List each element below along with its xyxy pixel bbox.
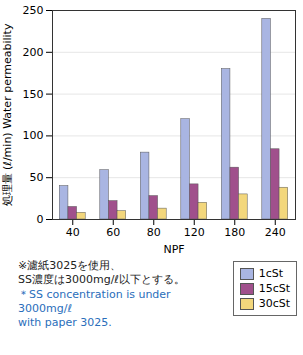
svg-text:150: 150: [23, 88, 44, 101]
html-text:1cSt: 1cSt: [258, 267, 283, 280]
svg-text:200: 200: [23, 46, 44, 59]
svg-text:NPF: NPF: [163, 243, 184, 256]
svg-text:40: 40: [66, 226, 80, 239]
svg-text:120: 120: [184, 226, 205, 239]
html-text:15cSt: 15cSt: [258, 282, 290, 295]
html-text:＊SS concentration is under 300: ＊SS concentration is under 3000mg/ℓ with…: [18, 287, 171, 330]
svg-text:0: 0: [37, 213, 44, 226]
svg-text:100: 100: [23, 129, 44, 142]
svg-text:60: 60: [106, 226, 120, 239]
svg-text:240: 240: [265, 226, 286, 239]
svg-text:180: 180: [224, 226, 245, 239]
svg-text:処理量 (ℓ/min) Water permeability: 処理量 (ℓ/min) Water permeability: [1, 23, 14, 206]
svg-text:50: 50: [30, 171, 44, 184]
svg-text:80: 80: [147, 226, 161, 239]
html-text:30cSt: 30cSt: [258, 297, 290, 310]
svg-text:250: 250: [23, 4, 44, 17]
html-text:※濾紙3025を使用、 SS濃度は3000mg/ℓ以下とする: ※濾紙3025を使用、 SS濃度は3000mg/ℓ以下とする。: [18, 259, 185, 287]
